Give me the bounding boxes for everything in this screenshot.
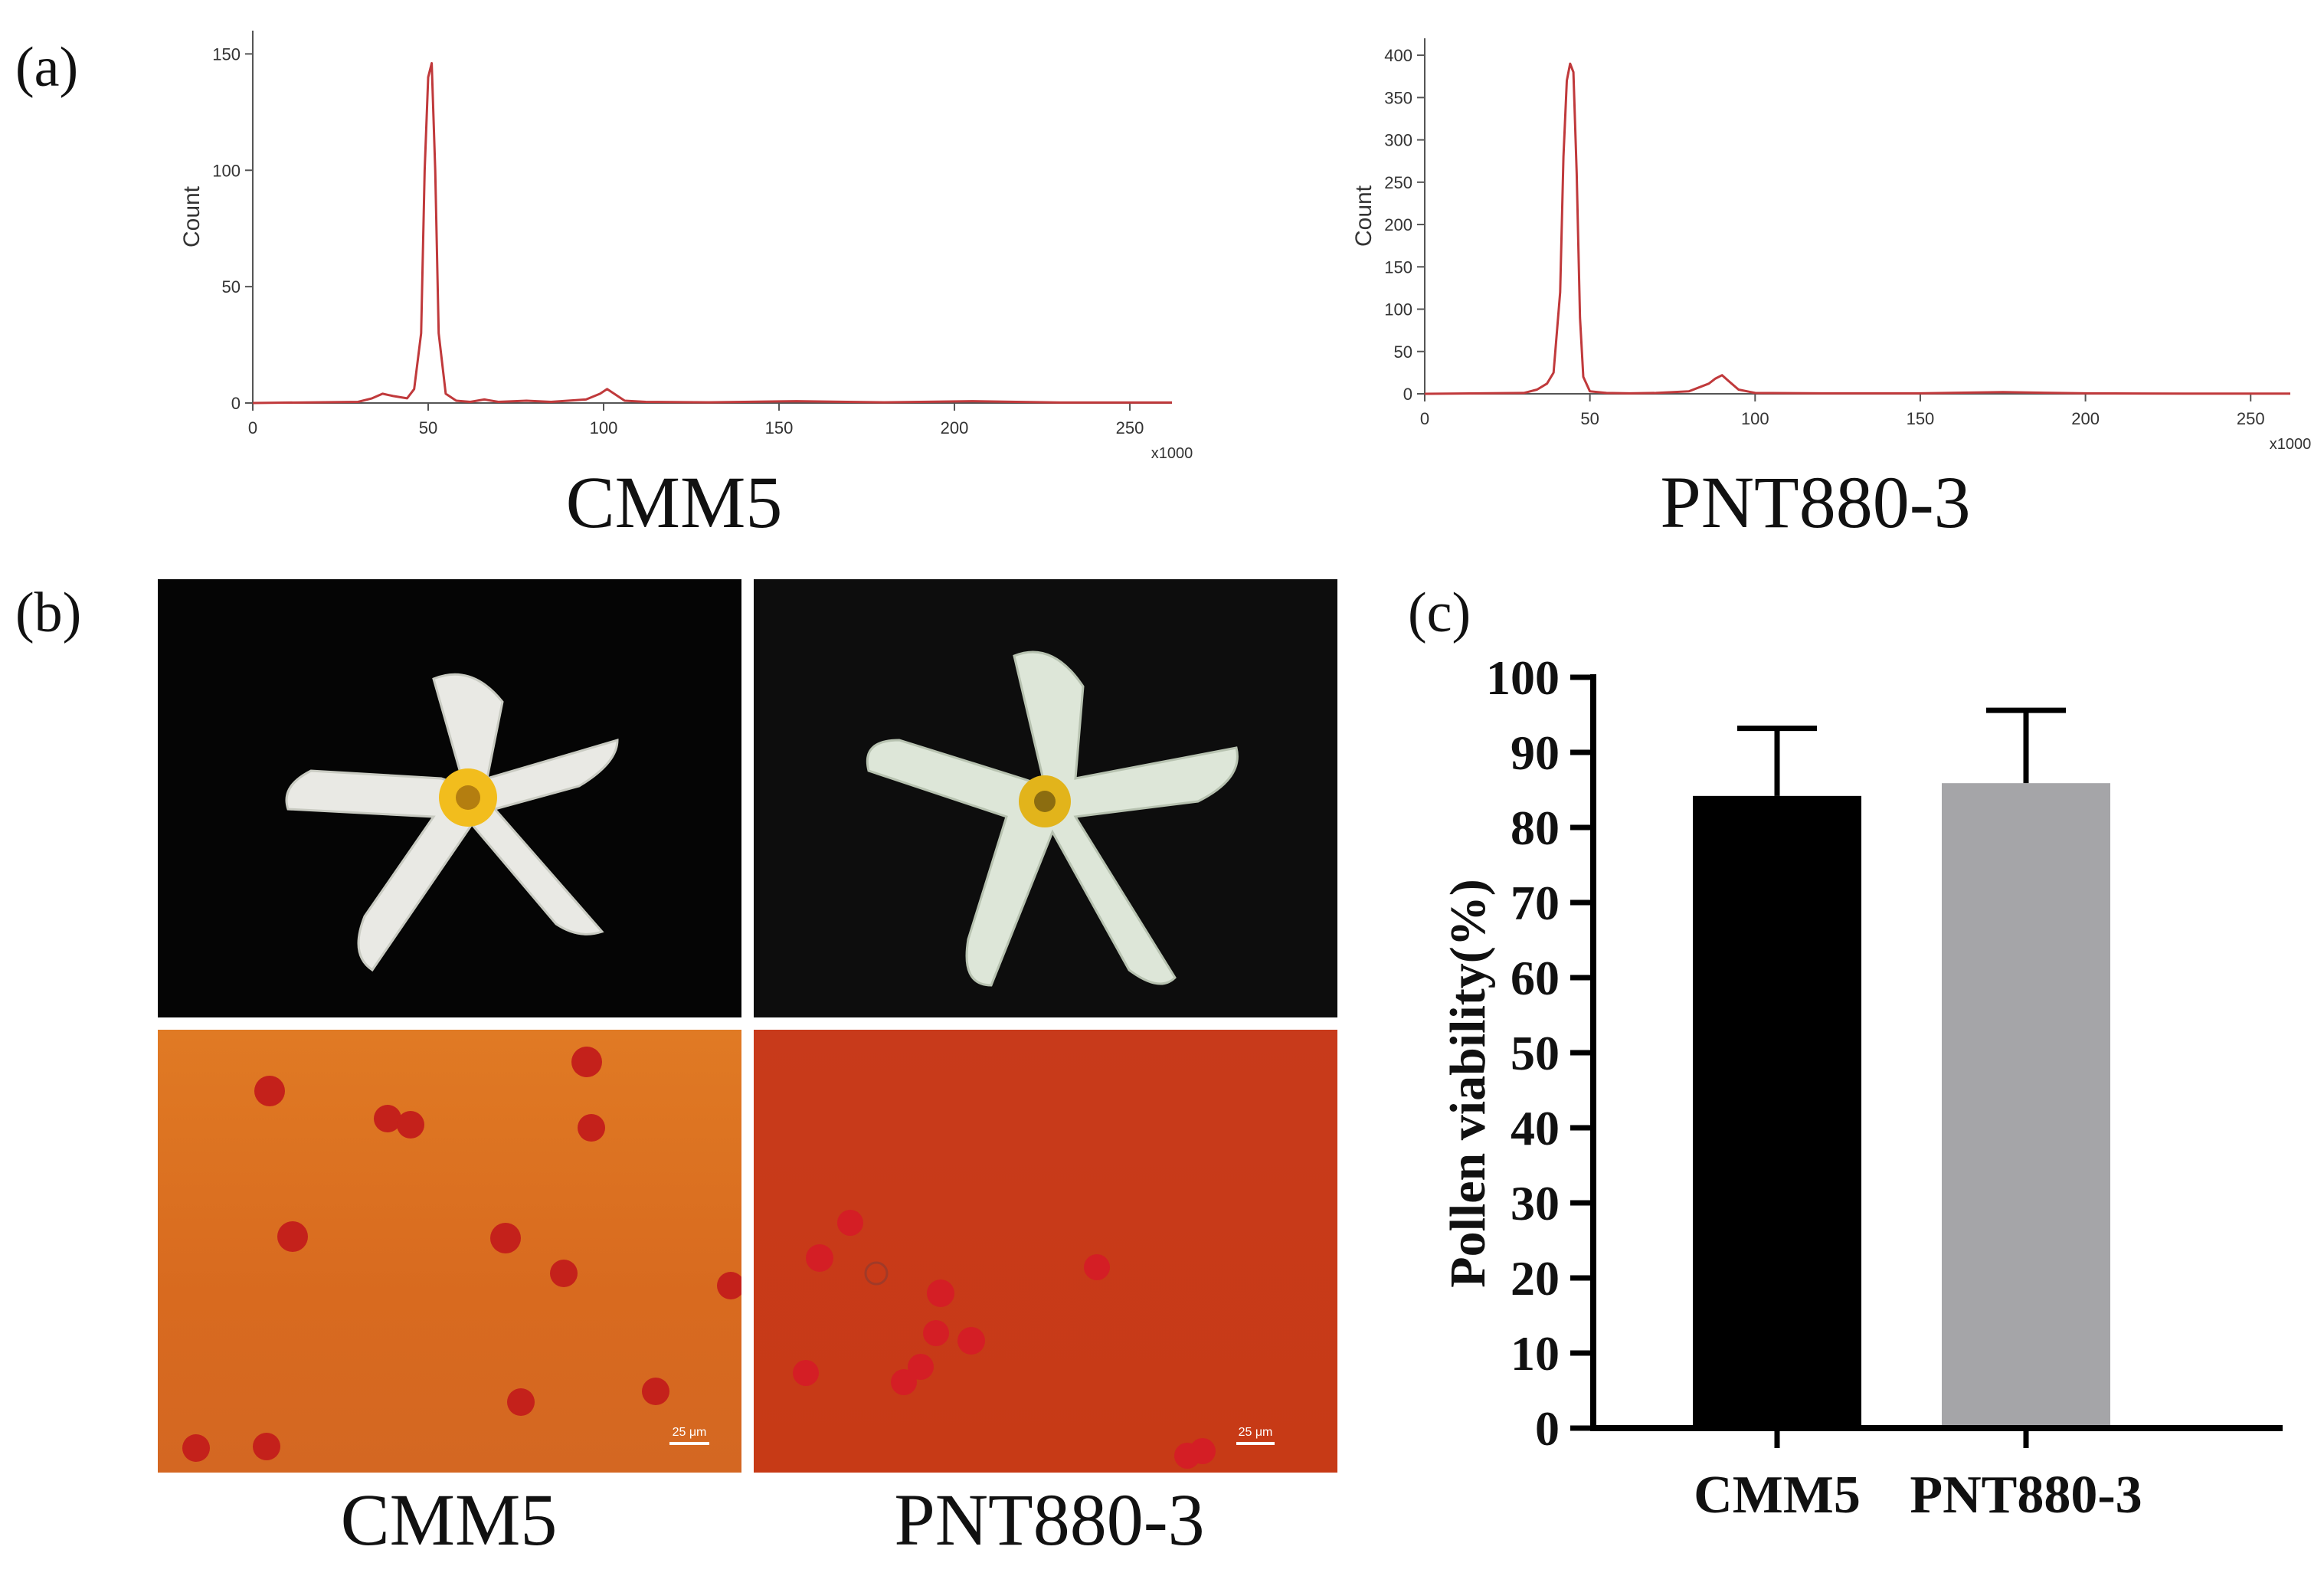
y-tick-label: 300: [1384, 131, 1412, 150]
panel-label-c: (c): [1408, 582, 1471, 644]
x-tick-label: CMM5: [1694, 1466, 1861, 1525]
y-tick-label: 50: [1511, 1026, 1560, 1080]
y-tick-label: 80: [1511, 801, 1560, 855]
y-tick-label: 400: [1384, 46, 1412, 65]
y-tick-label: 0: [1535, 1401, 1560, 1456]
x-unit-label: x1000: [2270, 436, 2312, 453]
pollen-viability-chart: CMM5 PNT880-3 0 10 20 30 40 50 60 70 80 90 100 Pollen…: [1440, 650, 2283, 1525]
x-tick-label: 0: [248, 418, 257, 437]
x-tick-label: 50: [1580, 409, 1599, 428]
x-tick-label: 100: [1741, 409, 1769, 428]
y-tick-label: 100: [212, 161, 241, 180]
x-tick-label: 200: [2071, 409, 2100, 428]
y-tick-label: 150: [1384, 257, 1412, 277]
pollen-stain-cmm5: 25 μm: [158, 1030, 741, 1473]
y-tick-label: 100: [1384, 300, 1412, 319]
flower-photo-pnt880: [754, 579, 1337, 1017]
histogram-series-line: [1424, 62, 2291, 395]
caption-a-right: PNT880-3: [1660, 461, 1971, 543]
pollen-stain-pnt880: 25 μm: [754, 1030, 1337, 1473]
y-tick-label: 100: [1486, 650, 1560, 705]
x-tick-label: 50: [419, 418, 437, 437]
y-tick-label: 350: [1384, 88, 1412, 107]
x-unit-label: x1000: [1151, 445, 1193, 462]
y-tick-label: 30: [1511, 1176, 1560, 1230]
y-tick-label: 90: [1511, 726, 1560, 780]
y-tick-label: 200: [1384, 215, 1412, 234]
y-tick-label: 20: [1511, 1251, 1560, 1306]
y-tick-label: 250: [1384, 173, 1412, 192]
panel-label-b: (b): [15, 582, 82, 644]
y-tick-label: 0: [1403, 385, 1412, 404]
y-axis-label: Count: [1351, 185, 1376, 247]
y-tick-label: 50: [222, 277, 241, 297]
y-tick-label: 50: [1394, 342, 1412, 362]
y-tick-label: 10: [1511, 1326, 1560, 1381]
scale-bar-label-right: 25 μm: [1239, 1426, 1273, 1439]
x-tick-label: 250: [1116, 418, 1144, 437]
histogram-series-line: [252, 62, 1172, 405]
x-tick-label: 250: [2237, 409, 2265, 428]
y-tick-label: 0: [231, 394, 241, 413]
histogram-pnt880: 0 50 100 150 200 250 300 350 400 0 50 100 150 200 250 C…: [1351, 38, 2312, 453]
y-tick-label: 40: [1511, 1101, 1560, 1155]
panel-label-a: (a): [15, 36, 79, 99]
caption-b-left: CMM5: [340, 1479, 558, 1561]
x-tick-label: 200: [941, 418, 969, 437]
bar-pnt880-3: [1942, 783, 2110, 1428]
y-tick-label: 70: [1511, 876, 1560, 930]
y-axis-label: Pollen viability(%): [1440, 879, 1496, 1287]
x-tick-label: PNT880-3: [1910, 1466, 2142, 1525]
x-tick-label: 150: [1907, 409, 1935, 428]
x-tick-label: 0: [1420, 409, 1429, 428]
y-axis-label: Count: [179, 185, 205, 247]
y-tick-label: 60: [1511, 951, 1560, 1005]
x-tick-label: 150: [765, 418, 794, 437]
caption-b-right: PNT880-3: [894, 1479, 1205, 1561]
bar-cmm5: [1693, 795, 1861, 1428]
caption-a-left: CMM5: [565, 461, 783, 543]
histogram-cmm5: 0 50 100 150 0 50 100 150 200 250 Count x1000: [179, 31, 1193, 462]
flower-petals-cmm5: [285, 673, 619, 972]
x-tick-label: 100: [590, 418, 618, 437]
flower-photo-cmm5: [158, 579, 741, 1017]
y-tick-label: 150: [212, 44, 241, 64]
scale-bar-label-left: 25 μm: [673, 1426, 707, 1439]
